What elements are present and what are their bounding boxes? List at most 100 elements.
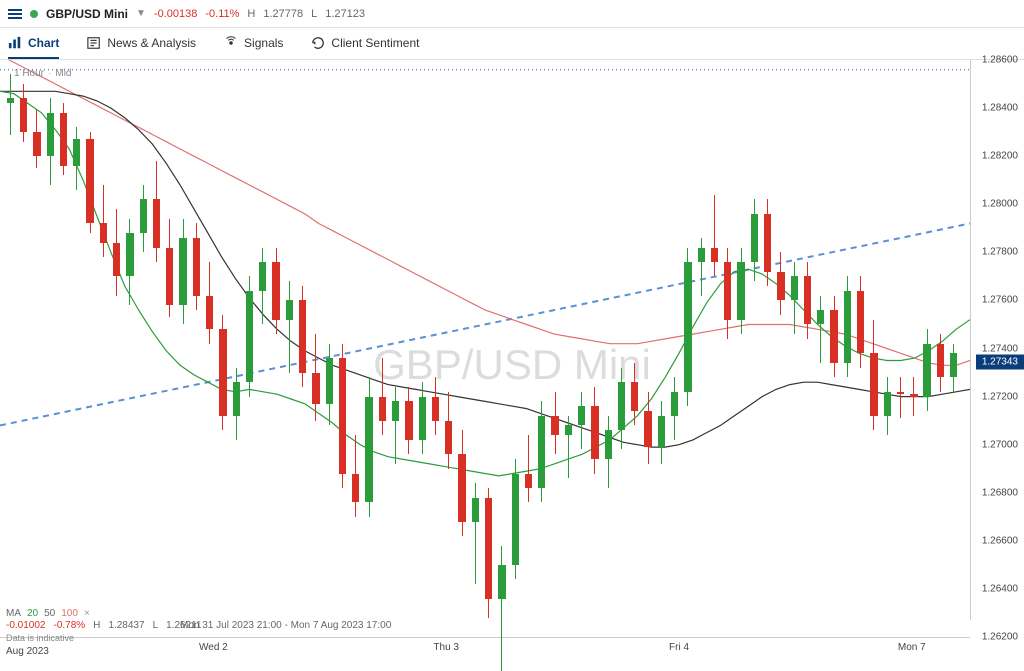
candle-body xyxy=(86,139,93,223)
candle-body xyxy=(525,474,532,488)
candle-body xyxy=(591,406,598,459)
y-tick: 1.28600 xyxy=(982,55,1018,66)
tab-label: News & Analysis xyxy=(107,36,196,50)
candle-body xyxy=(751,214,758,262)
price-type-label: Mid xyxy=(55,68,71,79)
timeframe-legend: 1 Hour · Mid xyxy=(14,68,71,79)
y-tick: 1.27400 xyxy=(982,343,1018,354)
candle-body xyxy=(233,382,240,416)
candle-body xyxy=(100,223,107,242)
candle-body xyxy=(538,416,545,488)
candle-body xyxy=(7,98,14,103)
candle-body xyxy=(206,296,213,330)
chart-area[interactable]: 1 Hour · Mid GBP/USD Mini 1.286001.28400… xyxy=(0,60,1024,669)
candle-body xyxy=(498,565,505,599)
candle-body xyxy=(578,406,585,425)
candle-body xyxy=(458,454,465,521)
chart-icon xyxy=(8,36,22,50)
candle-wick xyxy=(820,296,821,363)
candle-body xyxy=(711,248,718,262)
candle-body xyxy=(565,425,572,435)
candle-body xyxy=(419,397,426,440)
candle-body xyxy=(724,262,731,320)
candle-body xyxy=(272,262,279,320)
candle-body xyxy=(219,329,226,416)
candle-wick xyxy=(395,387,396,464)
candle-body xyxy=(910,394,917,396)
x-tick: Fri 4 xyxy=(669,642,689,653)
low-label: L xyxy=(311,8,317,20)
candle-body xyxy=(179,238,186,305)
candle-body xyxy=(950,353,957,377)
y-tick: 1.28200 xyxy=(982,151,1018,162)
change-abs: -0.00138 xyxy=(154,8,197,20)
tab-sentiment[interactable]: Client Sentiment xyxy=(311,28,419,59)
candle-body xyxy=(777,272,784,301)
tab-news[interactable]: News & Analysis xyxy=(87,28,196,59)
candle-body xyxy=(246,291,253,382)
y-tick: 1.26600 xyxy=(982,535,1018,546)
tab-bar: Chart News & Analysis Signals Client Sen… xyxy=(0,28,1024,60)
x-tick: Wed 2 xyxy=(199,642,228,653)
header-bar: GBP/USD Mini ▼ -0.00138 -0.11% H 1.27778… xyxy=(0,0,1024,28)
candle-body xyxy=(631,382,638,411)
tab-signals[interactable]: Signals xyxy=(224,28,283,59)
candle-body xyxy=(671,392,678,416)
status-dot-icon xyxy=(30,10,38,18)
candle-body xyxy=(326,358,333,404)
candle-body xyxy=(937,344,944,378)
signals-icon xyxy=(224,36,238,50)
candle-body xyxy=(551,416,558,435)
x-axis: Wed 2Thu 3Fri 4Mon 7 xyxy=(0,637,970,657)
candle-body xyxy=(658,416,665,447)
low-value: 1.27123 xyxy=(325,8,365,20)
candle-body xyxy=(193,238,200,296)
y-axis: 1.286001.284001.282001.280001.278001.276… xyxy=(970,60,1024,620)
candle-body xyxy=(897,392,904,394)
high-value: 1.27778 xyxy=(263,8,303,20)
candle-wick xyxy=(900,377,901,418)
tab-label: Signals xyxy=(244,36,283,50)
y-tick: 1.27800 xyxy=(982,247,1018,258)
candle-body xyxy=(405,401,412,439)
candle-body xyxy=(73,139,80,165)
candle-body xyxy=(47,113,54,156)
candle-body xyxy=(60,113,67,166)
candle-wick xyxy=(10,74,11,134)
candle-body xyxy=(698,248,705,262)
plot-region[interactable] xyxy=(0,60,970,637)
candle-body xyxy=(379,397,386,421)
tab-chart[interactable]: Chart xyxy=(8,28,59,59)
candle-wick xyxy=(528,435,529,502)
candle-body xyxy=(737,262,744,320)
y-tick: 1.28000 xyxy=(982,199,1018,210)
symbol-name[interactable]: GBP/USD Mini xyxy=(46,7,128,21)
candle-body xyxy=(259,262,266,291)
candle-body xyxy=(923,344,930,397)
candle-body xyxy=(472,498,479,522)
month-label: Aug 2023 xyxy=(6,646,49,657)
candle-body xyxy=(153,199,160,247)
x-tick: Thu 3 xyxy=(433,642,459,653)
candle-body xyxy=(432,397,439,421)
y-tick: 1.27000 xyxy=(982,439,1018,450)
candle-wick xyxy=(714,195,715,277)
candle-body xyxy=(286,300,293,319)
candle-body xyxy=(857,291,864,354)
candle-body xyxy=(817,310,824,324)
timeframe-label: 1 Hour xyxy=(14,68,44,79)
candle-body xyxy=(445,421,452,455)
candle-body xyxy=(791,276,798,300)
hamburger-icon[interactable] xyxy=(8,9,22,19)
candle-body xyxy=(113,243,120,277)
candle-body xyxy=(140,199,147,233)
candle-body xyxy=(644,411,651,447)
y-tick: 1.26200 xyxy=(982,632,1018,643)
candle-body xyxy=(844,291,851,363)
y-tick: 1.27600 xyxy=(982,295,1018,306)
refresh-icon xyxy=(311,36,325,50)
candle-body xyxy=(830,310,837,363)
candle-wick xyxy=(913,377,914,415)
chevron-down-icon[interactable]: ▼ xyxy=(136,8,146,19)
candle-body xyxy=(804,276,811,324)
